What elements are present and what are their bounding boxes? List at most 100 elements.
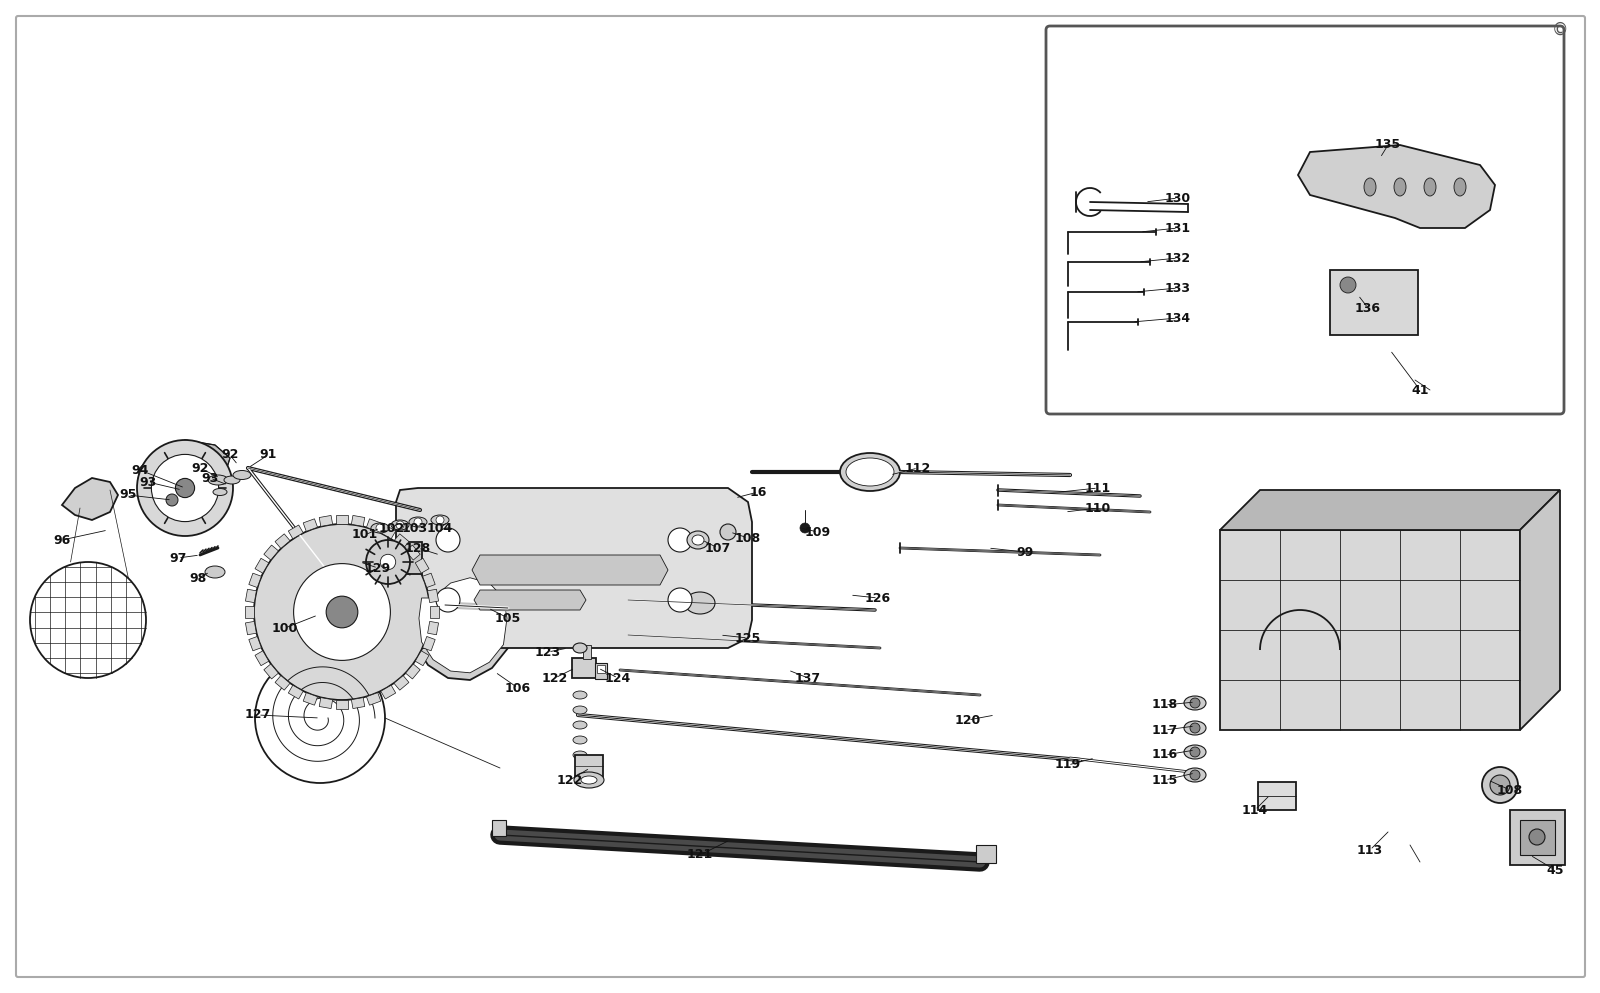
Text: 118: 118 (1152, 698, 1178, 712)
Text: 124: 124 (605, 671, 630, 684)
Polygon shape (1298, 145, 1494, 228)
Circle shape (254, 524, 430, 700)
Ellipse shape (390, 520, 410, 530)
Polygon shape (352, 515, 365, 526)
Bar (574, 755, 603, 777)
Ellipse shape (430, 515, 450, 525)
Text: 119: 119 (1054, 759, 1082, 772)
Ellipse shape (573, 643, 587, 653)
Text: 96: 96 (53, 533, 70, 546)
Circle shape (669, 588, 691, 612)
Ellipse shape (573, 721, 587, 729)
Text: 105: 105 (494, 612, 522, 625)
Text: 108: 108 (734, 531, 762, 544)
Ellipse shape (1454, 178, 1466, 196)
Polygon shape (474, 590, 586, 610)
Text: 133: 133 (1165, 281, 1190, 295)
Circle shape (1190, 747, 1200, 757)
Ellipse shape (573, 751, 587, 759)
Ellipse shape (1424, 178, 1437, 196)
Ellipse shape (685, 592, 715, 614)
Bar (573, 658, 595, 678)
Circle shape (176, 479, 195, 497)
Circle shape (720, 524, 736, 540)
Text: 126: 126 (866, 592, 891, 605)
Circle shape (414, 518, 422, 526)
Text: 97: 97 (170, 551, 187, 564)
Ellipse shape (573, 691, 587, 699)
Polygon shape (288, 685, 302, 699)
Ellipse shape (410, 517, 427, 527)
Circle shape (166, 494, 178, 506)
Text: 125: 125 (734, 632, 762, 644)
Ellipse shape (1394, 178, 1406, 196)
Polygon shape (245, 622, 256, 635)
Polygon shape (320, 515, 333, 526)
Text: 121: 121 (686, 848, 714, 862)
Text: 99: 99 (1016, 545, 1034, 558)
Text: 120: 120 (955, 714, 981, 727)
Circle shape (435, 516, 445, 524)
Polygon shape (245, 589, 256, 603)
Text: 102: 102 (379, 521, 405, 534)
Circle shape (1190, 698, 1200, 708)
Circle shape (1190, 770, 1200, 780)
Circle shape (294, 564, 390, 660)
Text: 114: 114 (1242, 803, 1269, 816)
Polygon shape (422, 573, 435, 588)
Text: 93: 93 (139, 476, 157, 489)
Polygon shape (416, 558, 429, 573)
Text: 108: 108 (1498, 783, 1523, 796)
Bar (1258, 782, 1296, 810)
Polygon shape (1520, 490, 1560, 730)
Text: 122: 122 (542, 671, 568, 684)
Polygon shape (427, 622, 438, 635)
Text: 41: 41 (1411, 383, 1429, 396)
Ellipse shape (573, 706, 587, 714)
Circle shape (1490, 775, 1510, 795)
Polygon shape (472, 555, 669, 585)
Bar (582, 645, 590, 659)
Ellipse shape (691, 535, 704, 545)
Text: 91: 91 (259, 449, 277, 462)
Polygon shape (416, 650, 429, 665)
Polygon shape (381, 525, 395, 539)
Bar (1520, 820, 1555, 855)
Circle shape (366, 540, 410, 584)
Ellipse shape (1184, 745, 1206, 759)
Circle shape (435, 528, 461, 552)
Text: 137: 137 (795, 671, 821, 684)
Polygon shape (1221, 530, 1520, 730)
Circle shape (1190, 723, 1200, 733)
Polygon shape (394, 675, 410, 690)
Circle shape (30, 562, 146, 678)
Text: 92: 92 (192, 462, 208, 475)
Text: 109: 109 (805, 525, 830, 538)
Polygon shape (248, 573, 261, 588)
Polygon shape (336, 700, 349, 709)
Polygon shape (62, 478, 118, 520)
Text: 112: 112 (906, 462, 931, 475)
Polygon shape (394, 534, 410, 548)
Polygon shape (397, 488, 752, 648)
Text: 129: 129 (365, 561, 390, 575)
Circle shape (1482, 767, 1518, 803)
Polygon shape (275, 534, 290, 548)
Circle shape (138, 440, 234, 536)
Ellipse shape (1184, 721, 1206, 735)
Text: 103: 103 (402, 521, 429, 534)
Text: 131: 131 (1165, 221, 1190, 234)
Text: 116: 116 (1152, 749, 1178, 762)
Text: 132: 132 (1165, 251, 1190, 264)
Text: 134: 134 (1165, 312, 1190, 325)
Polygon shape (405, 664, 421, 679)
Text: 106: 106 (506, 681, 531, 694)
Ellipse shape (371, 523, 389, 533)
Circle shape (800, 523, 810, 533)
Text: 101: 101 (352, 528, 378, 541)
Text: 104: 104 (427, 521, 453, 534)
Ellipse shape (574, 772, 605, 788)
Text: 122: 122 (557, 774, 582, 786)
Ellipse shape (581, 776, 597, 784)
Ellipse shape (573, 736, 587, 744)
